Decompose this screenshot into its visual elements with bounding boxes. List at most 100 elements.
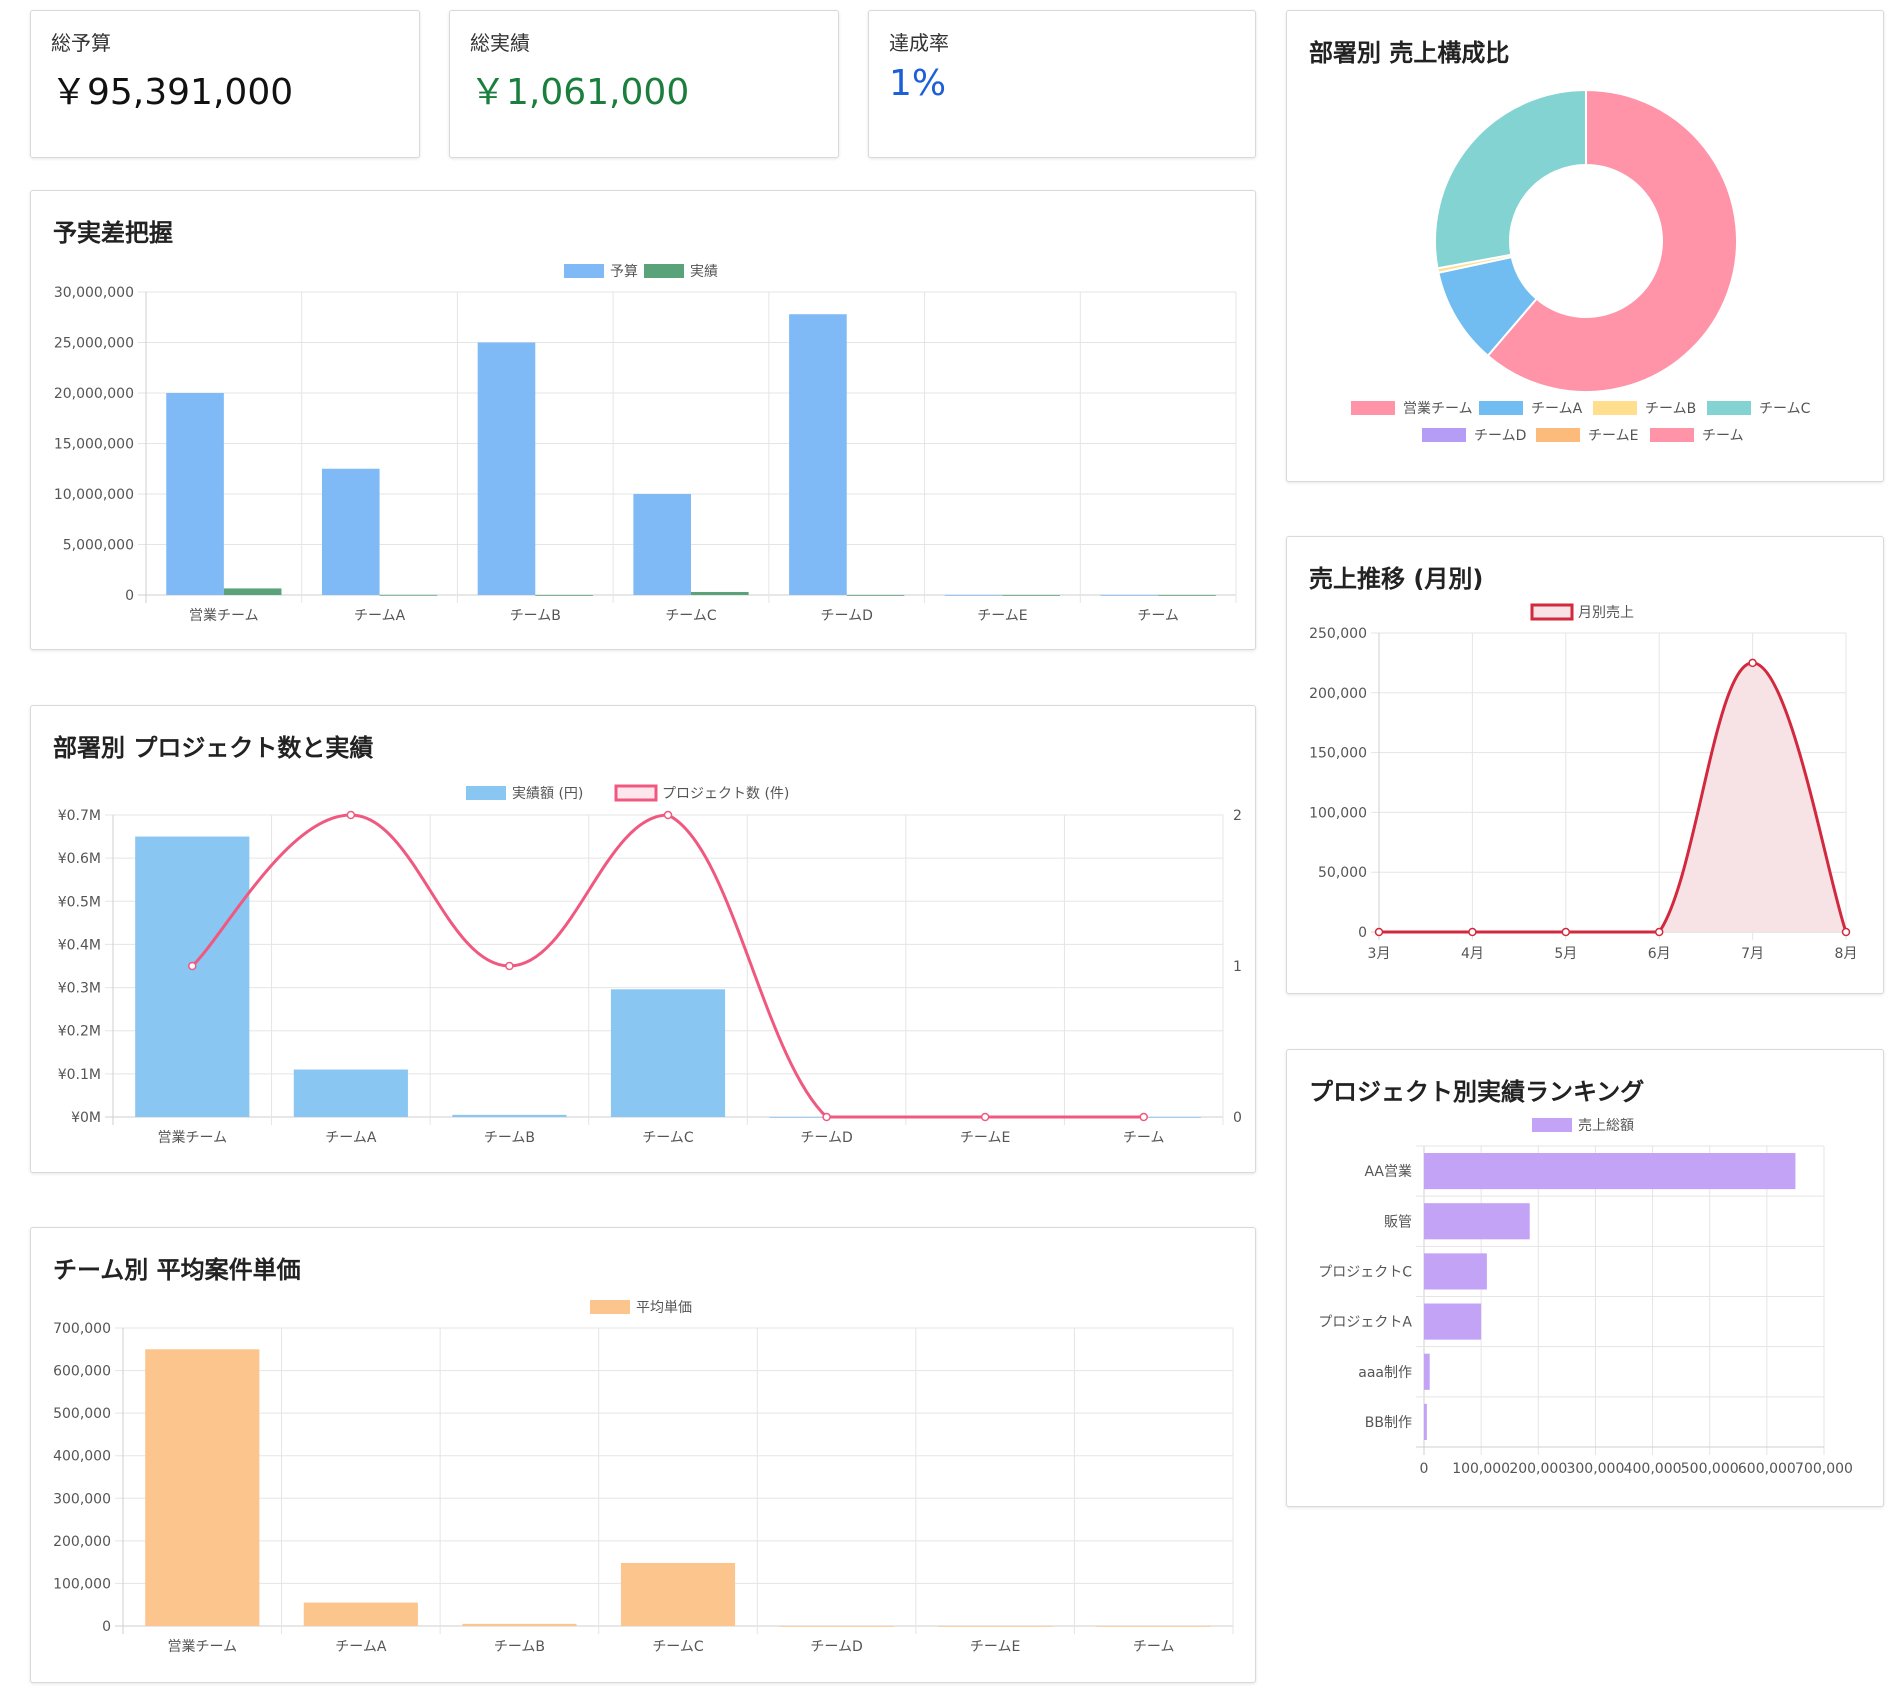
legend-label: 予算: [610, 264, 638, 280]
x-tick-label: チームC: [652, 1639, 704, 1655]
bar: [166, 393, 224, 595]
share-chart: 営業チーム チームA チームB チームC チームD チームE チーム: [1351, 88, 1811, 444]
x-tick-label: 3月: [1368, 946, 1391, 962]
kpi-card-actual: 総実績 ￥1,061,000: [449, 10, 839, 158]
bar: [1424, 1153, 1796, 1190]
bar: [691, 591, 749, 595]
card-title: 部署別 売上構成比: [1309, 39, 1510, 67]
bar: [789, 314, 847, 595]
line-point: [1374, 927, 1384, 937]
bar: [223, 588, 282, 595]
line-point: [1561, 927, 1571, 937]
y-tick-label: 300,000: [53, 1491, 111, 1507]
line-point: [1748, 658, 1757, 668]
legend-label: 平均単価: [636, 1300, 692, 1316]
x-tick-label: 400,000: [1624, 1461, 1682, 1477]
x-tick-label: 200,000: [1509, 1461, 1567, 1477]
bar: [846, 595, 905, 596]
card-title: 売上推移 (月別): [1309, 565, 1484, 593]
projects-sales-card: 部署別 プロジェクト数と実績 実績額 (円) プロジェクト数 (件) ¥0M ¥0.1…: [30, 705, 1256, 1173]
card-title: プロジェクト別実績ランキング: [1309, 1078, 1645, 1106]
legend-swatch: [1479, 401, 1523, 415]
bar: [462, 1623, 577, 1626]
x-tick-label: 100,000: [1452, 1461, 1510, 1477]
legend-swatch: [1536, 428, 1580, 442]
x-tick-label: 8月: [1835, 946, 1858, 962]
x-tick-label: チーム: [1137, 608, 1179, 624]
x-tick-label: チーム: [1133, 1639, 1175, 1655]
x-tick-label: チームB: [494, 1639, 545, 1655]
y-tick-label: 200,000: [53, 1534, 111, 1550]
bar: [1424, 1253, 1487, 1290]
x-tick-label: チームE: [970, 1639, 1020, 1655]
y-tick-label: ¥0.7M: [58, 808, 101, 824]
legend-swatch: [1650, 428, 1694, 442]
y-tick-label: 10,000,000: [54, 487, 134, 503]
x-tick-label: チームB: [510, 608, 561, 624]
x-tick-label: 4月: [1461, 946, 1484, 962]
kpi-label: 達成率: [889, 31, 949, 55]
y-tick-label: 0: [1358, 925, 1367, 941]
bar: [1424, 1203, 1530, 1240]
ranking-chart: 売上総額 0 100,000 200,000 300,000 400,000 500,000…: [1318, 1118, 1853, 1477]
bar: [303, 1602, 418, 1626]
bar: [610, 989, 726, 1117]
y-tick-label: プロジェクトC: [1318, 1264, 1412, 1280]
bar: [779, 1626, 894, 1627]
x-tick-label: チームE: [960, 1130, 1010, 1146]
x-tick-label: チームE: [977, 608, 1027, 624]
bar: [145, 1349, 260, 1626]
card-title: 部署別 プロジェクト数と実績: [53, 734, 374, 762]
line-point: [1139, 1112, 1148, 1122]
y-tick-label: 150,000: [1309, 746, 1367, 762]
y-tick-label: 250,000: [1309, 626, 1367, 642]
y-tick-label: 200,000: [1309, 686, 1367, 702]
x-tick-label: チームD: [800, 1130, 852, 1146]
bar: [135, 836, 250, 1117]
legend-label: 営業チーム: [1403, 401, 1473, 417]
bar: [1424, 1403, 1427, 1440]
x-tick-label: チームA: [354, 608, 406, 624]
line-point: [980, 1112, 990, 1122]
y-tick-label: プロジェクトA: [1318, 1315, 1412, 1331]
line-point: [1841, 927, 1851, 937]
legend-label: プロジェクト数 (件): [662, 786, 789, 802]
y-tick-label: 0: [102, 1619, 111, 1635]
x-tick-label: チームB: [484, 1130, 535, 1146]
x-tick-label: チーム: [1123, 1130, 1165, 1146]
y-tick-label: 100,000: [53, 1576, 111, 1592]
card-title: 予実差把握: [53, 219, 173, 247]
y-tick-label: 400,000: [53, 1449, 111, 1465]
line-point: [1468, 927, 1477, 937]
budget-actual-chart: 予算 実績 0 5,000,000 10,000,000 15,000,000 20,000…: [54, 264, 1237, 624]
x-tick-label: 300,000: [1566, 1461, 1624, 1477]
x-tick-label: 500,000: [1681, 1461, 1739, 1477]
x-tick-label: 5月: [1554, 946, 1577, 962]
y-tick-label: 600,000: [53, 1364, 111, 1380]
share-card: 部署別 売上構成比 営業チーム チームA チームB チームC チームD チームE チーム: [1286, 10, 1884, 482]
x-tick-label: チームA: [335, 1639, 387, 1655]
bar: [452, 1114, 567, 1117]
legend-swatch: [590, 1300, 630, 1314]
legend-label: チームB: [1645, 401, 1696, 417]
y-tick-label: 販管: [1384, 1214, 1412, 1230]
legend-label: 実績: [690, 264, 718, 280]
y-tick-label: ¥0.1M: [58, 1067, 101, 1083]
legend-swatch: [564, 264, 604, 278]
legend-label: チームD: [1474, 428, 1526, 444]
x-tick-label: チームD: [821, 608, 873, 624]
x-tick-label: 営業チーム: [189, 608, 259, 624]
y-tick-label: 50,000: [1318, 865, 1367, 881]
budget-actual-card: 予実差把握 予算 実績 0 5,000,000 10,000,000 15,000,000…: [30, 190, 1256, 650]
bar: [379, 594, 438, 596]
y-tick-label: 0: [125, 588, 134, 604]
y-tick-label: 30,000,000: [54, 285, 134, 301]
pie-slice: [1434, 88, 1587, 270]
legend-label: チーム: [1702, 428, 1744, 444]
bar: [1424, 1353, 1430, 1390]
legend-swatch: [1351, 401, 1395, 415]
y-tick-label: BB制作: [1365, 1415, 1412, 1431]
y-tick-label: 100,000: [1309, 805, 1367, 821]
bar: [633, 494, 691, 595]
y2-tick-label: 1: [1233, 959, 1242, 975]
